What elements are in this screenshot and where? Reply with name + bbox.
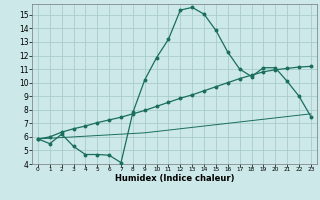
X-axis label: Humidex (Indice chaleur): Humidex (Indice chaleur) — [115, 174, 234, 183]
